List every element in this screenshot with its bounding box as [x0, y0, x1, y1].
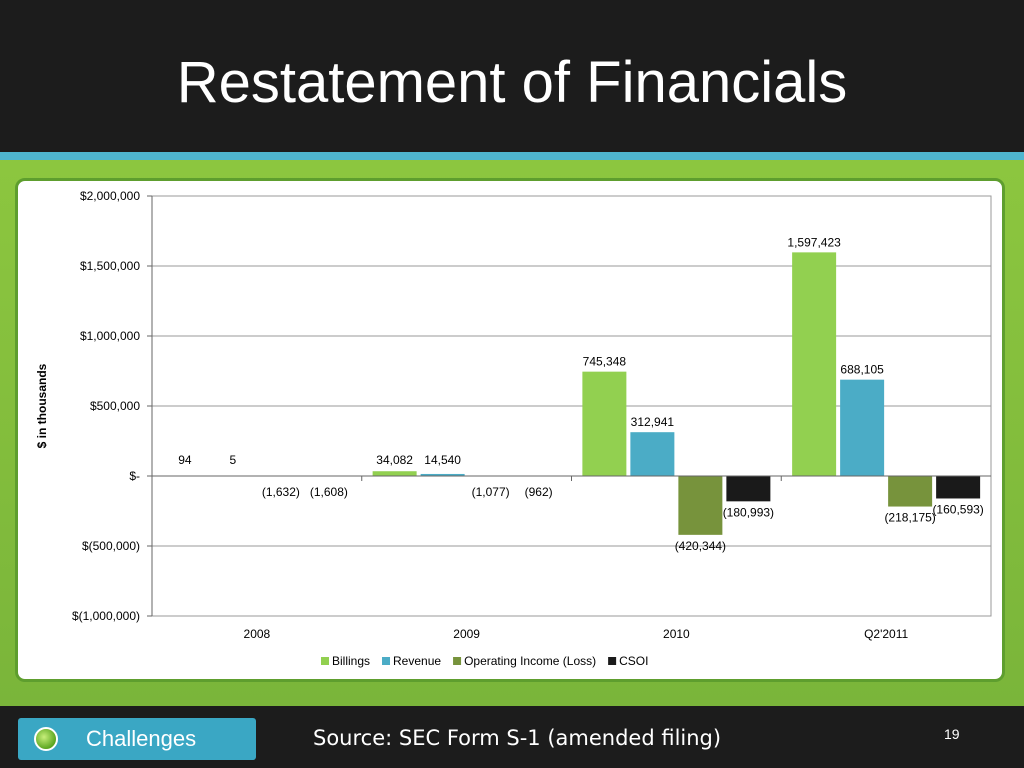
data-label: 94	[178, 453, 192, 467]
y-tick-label: $2,000,000	[80, 189, 140, 203]
data-label: (962)	[525, 485, 553, 499]
legend-entry: Revenue	[393, 654, 441, 668]
y-tick-label: $500,000	[90, 399, 140, 413]
data-label: (1,632)	[262, 485, 300, 499]
source-note: Source: SEC Form S-1 (amended filing)	[313, 726, 722, 750]
bar-revenue-q2-2011	[840, 379, 885, 476]
bar-csoi-2010	[726, 476, 771, 502]
data-label: 1,597,423	[787, 235, 841, 249]
bar-revenue-2010	[630, 432, 675, 476]
x-tick-label: 2010	[663, 627, 690, 641]
title-bar: Restatement of Financials	[0, 0, 1024, 152]
bar-billings-2010	[582, 371, 627, 476]
challenges-label: Challenges	[86, 726, 197, 751]
data-label: 5	[230, 453, 237, 467]
legend-swatch	[382, 657, 391, 665]
x-tick-label: Q2'2011	[864, 627, 908, 641]
x-tick-label: 2009	[453, 627, 480, 641]
chart-panel: $2,000,000 $1,500,000 $1,000,000 $500,000 $-…	[15, 178, 1005, 682]
y-tick-label: $1,000,000	[80, 329, 140, 343]
y-tick-label: $1,500,000	[80, 259, 140, 273]
data-label: 312,941	[631, 415, 675, 429]
accent-stripe	[0, 152, 1024, 160]
data-label: (160,593)	[932, 502, 983, 516]
green-orb-icon	[34, 727, 58, 751]
data-label: 34,082	[376, 453, 413, 467]
y-tick-label: $-	[129, 469, 140, 483]
slide-title: Restatement of Financials	[176, 50, 848, 115]
legend-swatch	[453, 657, 462, 665]
bar-operating-income-loss--2010	[678, 476, 723, 535]
data-label: (420,344)	[675, 539, 726, 553]
y-tick-label: $(1,000,000)	[72, 609, 140, 623]
x-tick-label: 2008	[244, 627, 271, 641]
y-tick-label: $(500,000)	[82, 539, 140, 553]
bar-billings-2009	[372, 471, 417, 476]
data-label: 688,105	[840, 363, 884, 377]
legend-entry: CSOI	[619, 654, 648, 668]
data-label: (218,175)	[884, 511, 935, 525]
bar-csoi-q2-2011	[936, 476, 981, 499]
bar-billings-q2-2011	[792, 252, 837, 476]
legend-entry: Operating Income (Loss)	[464, 654, 596, 668]
legend-swatch	[608, 657, 617, 665]
data-label: (1,608)	[310, 485, 348, 499]
bar-chart: $2,000,000 $1,500,000 $1,000,000 $500,000 $-…	[35, 189, 992, 668]
data-label: (1,077)	[472, 485, 510, 499]
challenges-button[interactable]: Challenges	[18, 718, 256, 760]
bar-revenue-2009	[420, 473, 465, 476]
bar-operating-income-loss--q2-2011	[888, 476, 933, 507]
legend-entry: Billings	[332, 654, 370, 668]
data-label: (180,993)	[723, 505, 774, 519]
page-number: 19	[944, 726, 960, 742]
data-label: 14,540	[424, 453, 461, 467]
legend-swatch	[321, 657, 329, 665]
data-label: 745,348	[583, 355, 627, 369]
y-axis-label: $ in thousands	[35, 363, 49, 448]
